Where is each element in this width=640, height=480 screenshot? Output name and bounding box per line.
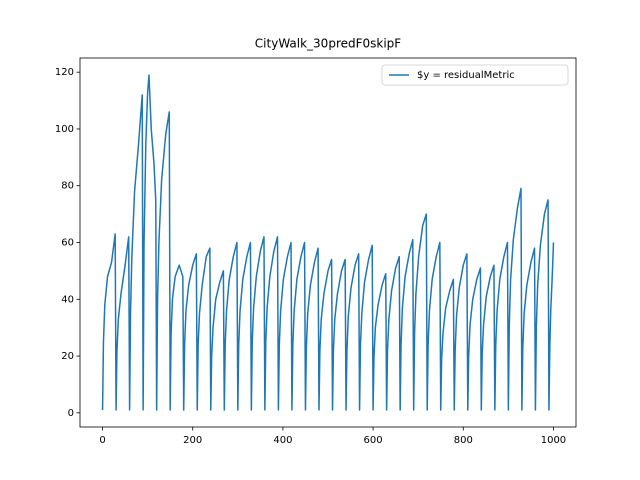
legend-label: $y = residualMetric xyxy=(417,70,515,81)
y-tick-label: 20 xyxy=(61,351,74,362)
y-tick-label: 40 xyxy=(61,294,74,305)
y-tick-label: 100 xyxy=(55,124,74,135)
y-tick-label: 80 xyxy=(61,181,74,192)
y-tick-label: 60 xyxy=(61,238,74,249)
x-tick-label: 0 xyxy=(99,435,105,446)
y-tick-label: 120 xyxy=(55,67,74,78)
data-line xyxy=(101,74,555,411)
x-tick-label: 200 xyxy=(183,435,202,446)
x-tick-label: 1000 xyxy=(541,435,566,446)
legend-box xyxy=(381,64,569,86)
x-tick-label: 600 xyxy=(364,435,383,446)
x-tick-label: 800 xyxy=(454,435,473,446)
y-tick-label: 0 xyxy=(68,408,74,419)
x-tick-label: 400 xyxy=(273,435,292,446)
plot-frame xyxy=(79,57,577,428)
chart-title: CityWalk_30predF0skipF xyxy=(255,37,402,51)
